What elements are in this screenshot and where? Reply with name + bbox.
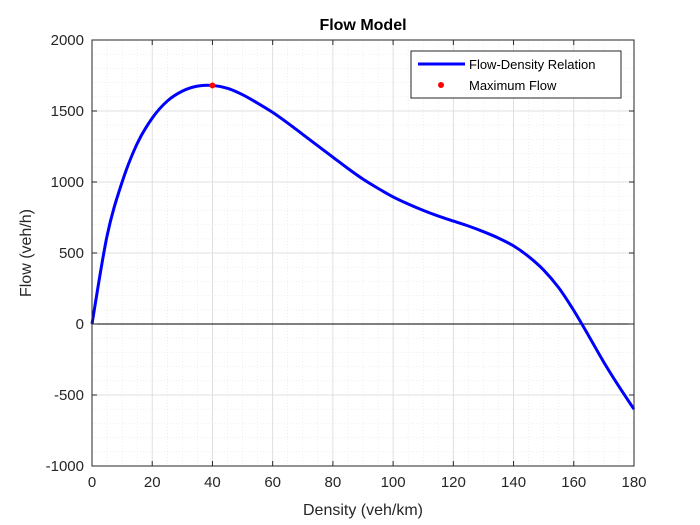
maximum-flow-marker (209, 82, 216, 89)
y-tick-label: 500 (59, 245, 84, 262)
x-tick-label: 0 (88, 474, 96, 491)
y-tick-label: -500 (54, 387, 84, 404)
x-tick-label: 100 (381, 474, 406, 491)
y-tick-label: -1000 (46, 458, 84, 475)
x-tick-label: 140 (501, 474, 526, 491)
legend: Flow-Density Relation Maximum Flow (410, 50, 622, 99)
y-tick-label: 0 (76, 316, 84, 333)
y-axis-ticks: -1000 -500 0 500 1000 1500 2000 (46, 32, 634, 475)
y-tick-label: 1000 (51, 174, 84, 191)
legend-label-flow-density: Flow-Density Relation (469, 57, 595, 72)
legend-marker-swatch (438, 82, 444, 88)
chart-title: Flow Model (319, 17, 406, 34)
x-tick-label: 20 (144, 474, 161, 491)
x-axis-label: Density (veh/km) (303, 502, 423, 519)
x-tick-label: 180 (621, 474, 646, 491)
y-tick-label: 1500 (51, 103, 84, 120)
legend-box (410, 50, 622, 99)
x-tick-label: 120 (441, 474, 466, 491)
y-axis-label: Flow (veh/h) (18, 209, 35, 297)
series-line-flow-density (90, 83, 636, 411)
y-tick-label: 2000 (51, 32, 84, 49)
x-tick-label: 160 (561, 474, 586, 491)
x-tick-label: 40 (204, 474, 221, 491)
x-tick-label: 60 (264, 474, 281, 491)
series-layer (90, 82, 636, 411)
legend-label-maximum-flow: Maximum Flow (469, 78, 557, 93)
x-axis-ticks: 0 20 40 60 80 100 120 140 160 180 (88, 40, 647, 491)
x-tick-label: 80 (325, 474, 342, 491)
